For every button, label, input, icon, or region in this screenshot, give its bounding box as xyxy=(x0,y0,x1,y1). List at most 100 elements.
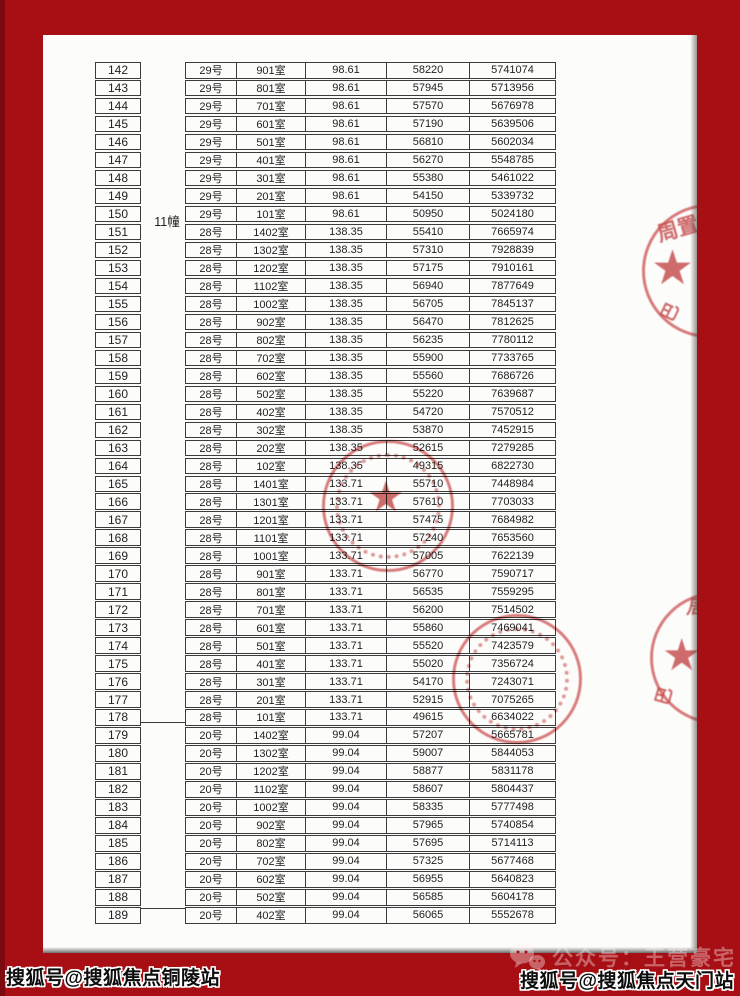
row-number-box: 155 xyxy=(95,295,141,313)
row-number-box: 177 xyxy=(95,691,141,708)
table-cell: 57945 xyxy=(387,80,470,96)
row-number-box: 152 xyxy=(95,241,141,259)
table-cell: 56585 xyxy=(387,890,470,905)
row-number-box: 170 xyxy=(95,565,141,582)
row-number-box: 175 xyxy=(95,655,141,672)
table-cell: 138.35 xyxy=(306,386,387,402)
table-cell: 1002室 xyxy=(237,296,306,312)
table-cell: 5804437 xyxy=(491,783,534,796)
table-cell: 701室 xyxy=(237,98,306,114)
table-cell: 402室 xyxy=(237,908,306,923)
row-number-box: 143 xyxy=(95,79,141,97)
table-cell: 1302室 xyxy=(237,746,306,761)
row-number-box: 159 xyxy=(95,367,141,385)
table-cell: 29号 xyxy=(186,206,237,222)
table-cell: 101室 xyxy=(237,710,306,725)
row-number-box: 166 xyxy=(95,493,141,510)
table-cell: 29号 xyxy=(186,80,237,96)
row-number-box: 149 xyxy=(95,187,141,205)
table-row: 20号 1302室 99.04 59007 5844053 xyxy=(185,745,556,762)
table-cell: 7665974 xyxy=(491,226,534,239)
table-cell: 98.61 xyxy=(306,80,387,96)
table-cell: 28号 xyxy=(186,278,237,294)
table-cell: 28号 xyxy=(186,530,237,545)
table-cell: 98.61 xyxy=(306,188,387,204)
table-cell: 28号 xyxy=(186,386,237,402)
row-number-box: 189 xyxy=(95,907,141,924)
table-cell: 1302室 xyxy=(237,242,306,258)
table-cell: 702室 xyxy=(237,854,306,869)
table-cell: 98.61 xyxy=(306,206,387,222)
row-number-box: 146 xyxy=(95,133,141,151)
table-cell: 301室 xyxy=(237,674,306,689)
seal-star-icon: ★ xyxy=(651,242,695,295)
table-cell: 7780112 xyxy=(491,333,534,346)
table-row: 20号 402室 99.04 56065 5552678 xyxy=(185,907,556,924)
table-cell: 28号 xyxy=(186,620,237,635)
table-cell: 202室 xyxy=(237,440,306,456)
table-cell: 56235 xyxy=(387,332,470,348)
table-row: 28号 302室 138.35 53870 7452915 xyxy=(185,421,556,439)
table-cell: 138.35 xyxy=(306,242,387,258)
table-cell: 7570512 xyxy=(491,405,534,418)
table-cell: 20号 xyxy=(186,728,237,743)
row-number-box: 165 xyxy=(95,475,141,493)
table-row: 28号 902室 138.35 56470 7812625 xyxy=(185,313,556,331)
table-cell: 56270 xyxy=(387,152,470,168)
table-cell: 402室 xyxy=(237,404,306,420)
table-cell: 28号 xyxy=(186,584,237,599)
table-cell: 57190 xyxy=(387,116,470,132)
table-cell: 133.71 xyxy=(306,674,387,689)
row-number-box: 153 xyxy=(95,259,141,277)
table-cell: 102室 xyxy=(237,458,306,474)
table-cell: 54720 xyxy=(387,404,470,420)
table-cell: 5602034 xyxy=(491,136,534,149)
row-number-box: 158 xyxy=(95,349,141,367)
table-row: 20号 1102室 99.04 58607 5804437 xyxy=(185,781,556,798)
table-cell: 5677468 xyxy=(491,855,534,868)
table-cell: 20号 xyxy=(186,836,237,851)
table-cell: 138.35 xyxy=(306,332,387,348)
table-row: 28号 1002室 138.35 56705 7845137 xyxy=(185,295,556,313)
table-row: 28号 602室 138.35 55560 7686726 xyxy=(185,367,556,385)
table-row: 28号 802室 138.35 56235 7780112 xyxy=(185,331,556,349)
table-cell: 1202室 xyxy=(237,764,306,779)
table-cell: 1201室 xyxy=(237,512,306,527)
table-cell: 138.35 xyxy=(306,368,387,384)
row-number-box: 187 xyxy=(95,871,141,888)
table-row: 20号 1002室 99.04 58335 5777498 xyxy=(185,799,556,816)
seal-star-icon: ★ xyxy=(367,473,405,520)
table-cell: 20号 xyxy=(186,782,237,797)
table-cell: 138.35 xyxy=(306,314,387,330)
row-number-box: 142 xyxy=(95,62,141,79)
seal-arc-text: 周置 xyxy=(654,212,697,247)
table-cell: 55380 xyxy=(387,170,470,186)
table-cell: 7845137 xyxy=(491,297,534,310)
table-cell: 99.04 xyxy=(306,728,387,743)
table-cell: 57965 xyxy=(387,818,470,833)
table-cell: 99.04 xyxy=(306,854,387,869)
table-cell: 7812625 xyxy=(491,315,534,328)
row-number-box: 171 xyxy=(95,583,141,600)
table-cell: 28号 xyxy=(186,224,237,240)
table-cell: 98.61 xyxy=(306,170,387,186)
table-cell: 28号 xyxy=(186,350,237,366)
table-cell: 901室 xyxy=(237,566,306,581)
table-cell: 7733765 xyxy=(491,351,534,364)
table-cell: 1102室 xyxy=(237,782,306,797)
table-row: 28号 801室 133.71 56535 7559295 xyxy=(185,583,556,600)
table-cell: 138.35 xyxy=(306,260,387,276)
table-cell: 28号 xyxy=(186,242,237,258)
building-column-bottom-border xyxy=(141,908,186,909)
row-number-box: 183 xyxy=(95,799,141,816)
table-cell: 133.71 xyxy=(306,566,387,581)
table-cell: 28号 xyxy=(186,404,237,420)
table-row: 28号 702室 138.35 55900 7733765 xyxy=(185,349,556,367)
table-cell: 5639506 xyxy=(491,118,534,131)
table-cell: 57207 xyxy=(387,728,470,743)
row-number-box: 181 xyxy=(95,763,141,780)
table-cell: 28号 xyxy=(186,260,237,276)
seal-star-icon: ★ xyxy=(662,631,697,680)
table-cell: 802室 xyxy=(237,836,306,851)
